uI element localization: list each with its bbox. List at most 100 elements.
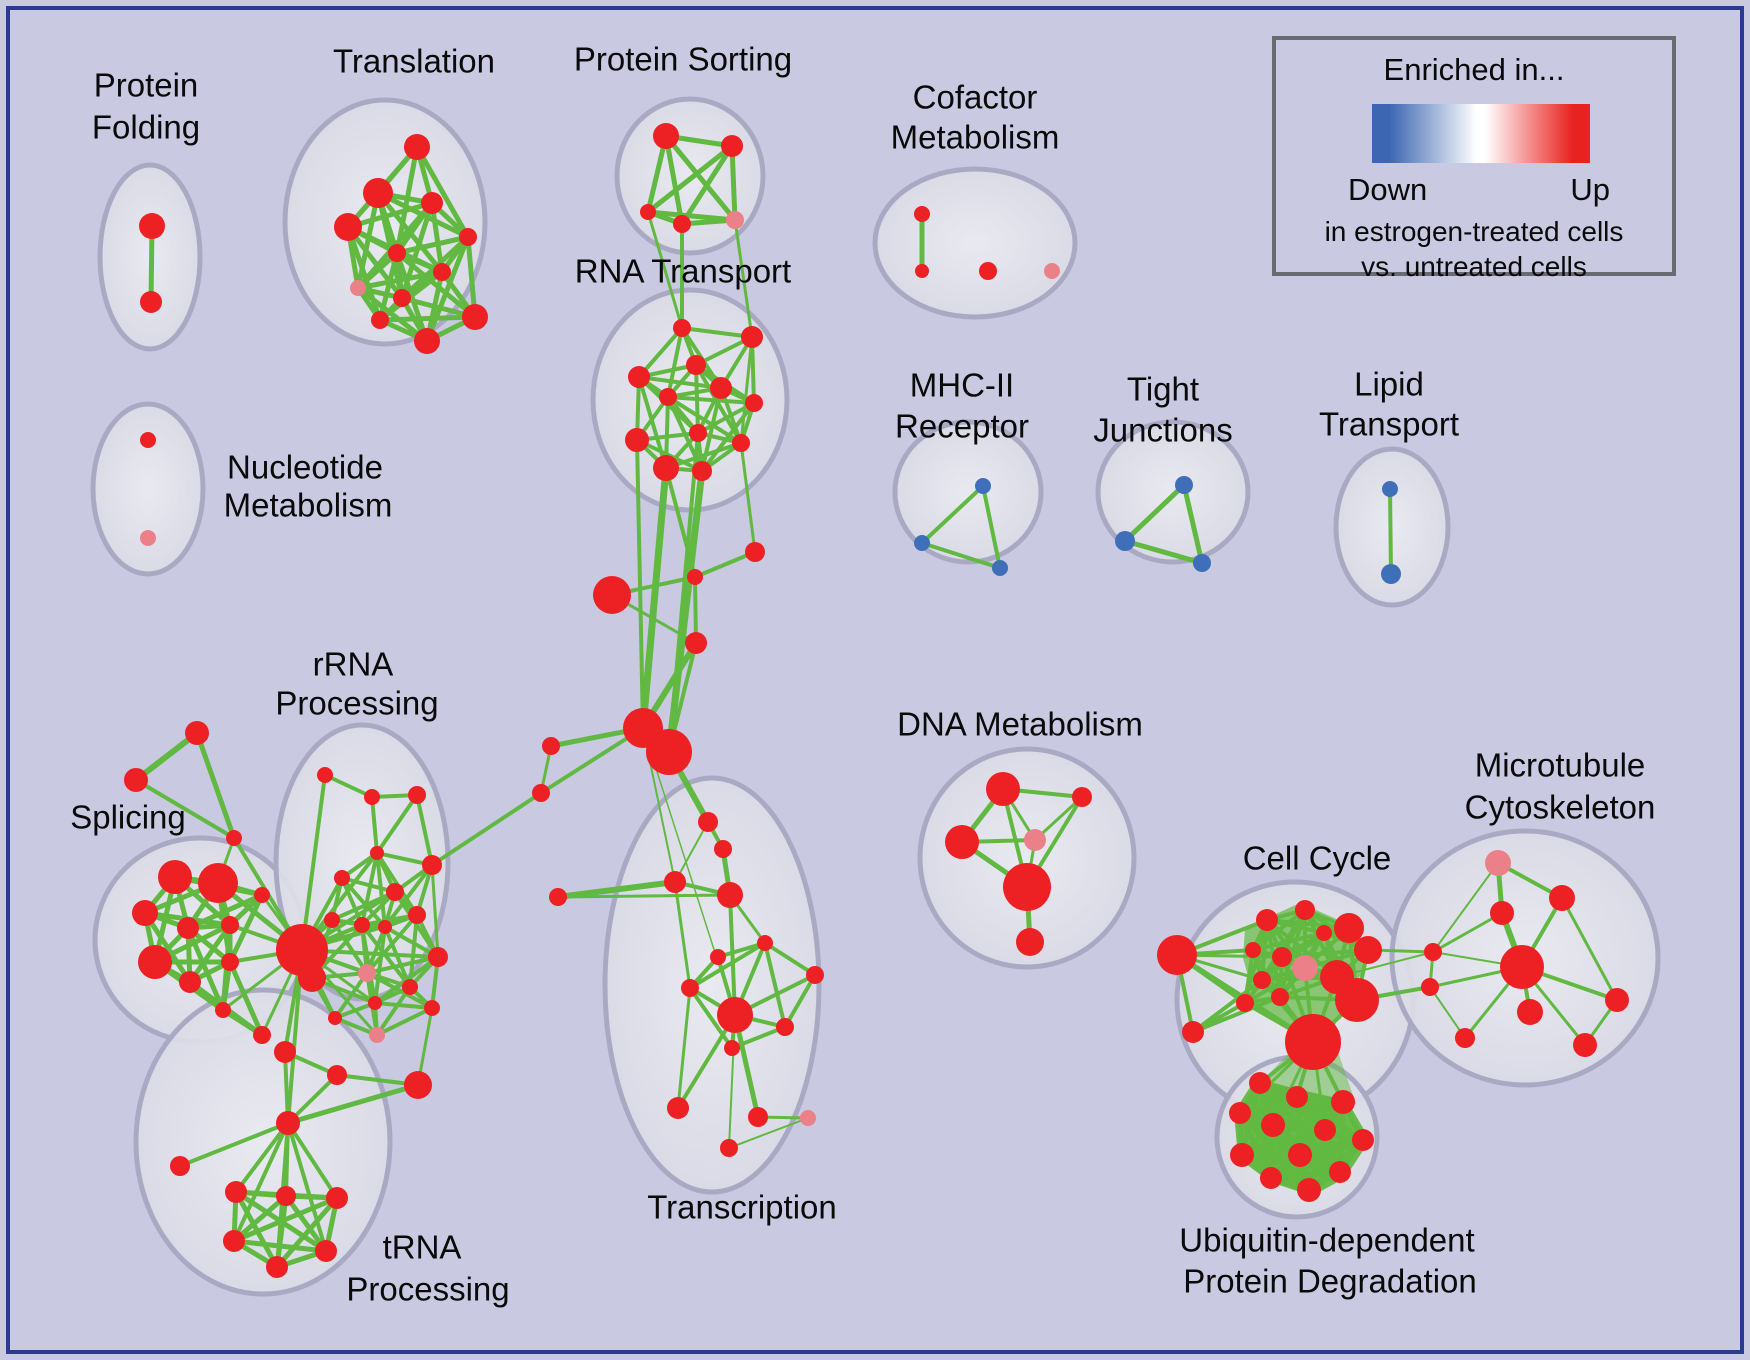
gene-set-node-ps5 — [726, 211, 744, 229]
gene-set-node-tx12 — [748, 1107, 768, 1127]
edge-ps5-rt2 — [733, 219, 754, 338]
edge-hc5-txH — [642, 727, 736, 1016]
gene-set-node-rt11 — [653, 455, 679, 481]
gene-set-node-rr8 — [354, 917, 370, 933]
gene-set-node-dm1 — [986, 772, 1020, 806]
edge-tl3-tl12 — [345, 226, 383, 321]
gene-set-node-tl8 — [350, 280, 366, 296]
edge-mt1-mt3 — [1560, 897, 1619, 1001]
gene-set-node-rt2 — [741, 326, 763, 348]
cluster-label-9: Tight — [1127, 371, 1199, 408]
gene-set-node-cc11 — [1236, 994, 1254, 1012]
edge-mh1-mh2 — [920, 484, 985, 545]
gene-set-node-cc8 — [1253, 971, 1271, 989]
gene-set-node-cc12 — [1335, 978, 1379, 1022]
gene-set-node-dm2 — [1072, 787, 1092, 807]
edge-tl7-tl8 — [357, 269, 443, 291]
edge-mh1-mh3 — [981, 485, 1002, 569]
legend-subtitle-line1: in estrogen-treated cells — [1324, 216, 1624, 247]
gene-set-node-ccH — [1285, 1014, 1341, 1070]
edge-hc5-hc8 — [539, 726, 645, 795]
edge-tl3-tl4 — [347, 200, 433, 230]
edge-rr10-rr12 — [430, 864, 440, 958]
edge-ps2-ps3 — [646, 144, 734, 214]
gene-set-node-hc6 — [646, 729, 692, 775]
gene-set-node-st2 — [124, 768, 148, 792]
gene-set-node-mh1 — [975, 478, 991, 494]
edge-tj1-tj2 — [1123, 483, 1186, 543]
gene-set-node-rr13 — [402, 979, 418, 995]
edge-tl5-tl10 — [465, 236, 478, 318]
gene-set-node-rr11 — [408, 906, 426, 924]
cluster-label-26: Protein Degradation — [1183, 1263, 1477, 1300]
cluster-ellipse-nucleotide-metabolism — [90, 401, 206, 577]
gene-set-node-rrH — [276, 924, 328, 976]
legend-subtitle-line2: vs. untreated cells — [1361, 251, 1587, 282]
gene-set-node-cn2 — [1421, 978, 1439, 996]
gene-set-node-lp2 — [1381, 564, 1401, 584]
edge-rt1-rt2 — [681, 326, 753, 339]
edge-ps2-ps5 — [729, 145, 738, 221]
cluster-label-21: Cytoskeleton — [1465, 789, 1656, 826]
gene-set-node-tx10 — [724, 1040, 740, 1056]
gene-set-node-dm3 — [945, 825, 979, 859]
gene-set-node-txL — [549, 888, 567, 906]
gene-set-node-ub2 — [1286, 1086, 1308, 1108]
gene-set-node-mtB — [1500, 945, 1544, 989]
edge-cc5-cc7 — [1281, 948, 1369, 959]
gene-set-node-mt4 — [1517, 999, 1543, 1025]
gene-set-node-rr15 — [368, 996, 382, 1010]
cluster-label-4: Cofactor — [913, 79, 1038, 116]
edge-ps3-rt1 — [646, 211, 684, 329]
edge-tx7-tx10 — [688, 986, 734, 1050]
gene-set-node-ps1 — [653, 123, 679, 149]
edge-rr9-rr15 — [373, 926, 387, 1004]
edge-rr3-rr10 — [415, 794, 434, 866]
gene-set-node-pf2 — [140, 291, 162, 313]
edge-th1-th4 — [283, 1194, 329, 1253]
cluster-label-11: Lipid — [1354, 366, 1424, 403]
edge-tl5-tl6 — [396, 234, 469, 256]
gene-set-node-tx9 — [776, 1018, 794, 1036]
gene-set-node-cc10 — [1271, 988, 1289, 1006]
edge-cn1-mtP — [1432, 862, 1499, 953]
cluster-label-24: Transcription — [647, 1189, 837, 1226]
cluster-ellipse-cofactor-metabolism — [872, 166, 1078, 320]
gene-set-node-tx5 — [757, 935, 773, 951]
gene-set-node-nm1 — [140, 432, 156, 448]
gene-set-node-cf1 — [914, 206, 930, 222]
edge-tl6-tl10 — [395, 251, 477, 319]
cluster-label-8: Receptor — [895, 408, 1029, 445]
gene-set-node-mt3 — [1605, 988, 1629, 1012]
gene-set-node-hc1 — [593, 576, 631, 614]
edge-txH-tx13 — [728, 1014, 736, 1149]
gene-set-node-pf1 — [139, 213, 165, 239]
edge-sp5-sp7 — [187, 923, 233, 984]
cluster-label-19: Cell Cycle — [1243, 840, 1392, 877]
gene-set-node-tj1 — [1175, 476, 1193, 494]
edge-tj1-tj3 — [1181, 484, 1205, 564]
edge-rr12-rrP1 — [366, 955, 439, 975]
edge-tx5-tx6 — [717, 941, 766, 959]
edge-trHub-th2 — [286, 1121, 339, 1200]
gene-set-node-ub9 — [1352, 1129, 1374, 1151]
legend-down-label: Down — [1348, 172, 1428, 207]
edge-txL-tx3 — [557, 879, 676, 900]
edge-rr3-rr4 — [375, 793, 419, 855]
edge-tl5-tl11 — [424, 236, 471, 342]
gene-set-node-tl11 — [414, 328, 440, 354]
gene-set-node-rt1 — [673, 319, 691, 337]
gene-set-node-rr12 — [428, 947, 448, 967]
gene-set-node-cc13 — [1182, 1021, 1204, 1043]
edge-trHub-th3 — [232, 1122, 290, 1242]
gene-set-node-dmP — [1024, 829, 1046, 851]
cluster-label-16: Processing — [275, 685, 438, 722]
gene-set-node-rr16 — [328, 1011, 342, 1025]
gene-set-node-cc1 — [1256, 909, 1278, 931]
gene-set-node-sp11 — [253, 1026, 271, 1044]
cluster-label-12: Transport — [1319, 406, 1459, 443]
gene-set-node-rr14 — [424, 1000, 440, 1016]
edge-st1-st3 — [194, 732, 237, 839]
gene-set-node-tr1 — [274, 1041, 296, 1063]
